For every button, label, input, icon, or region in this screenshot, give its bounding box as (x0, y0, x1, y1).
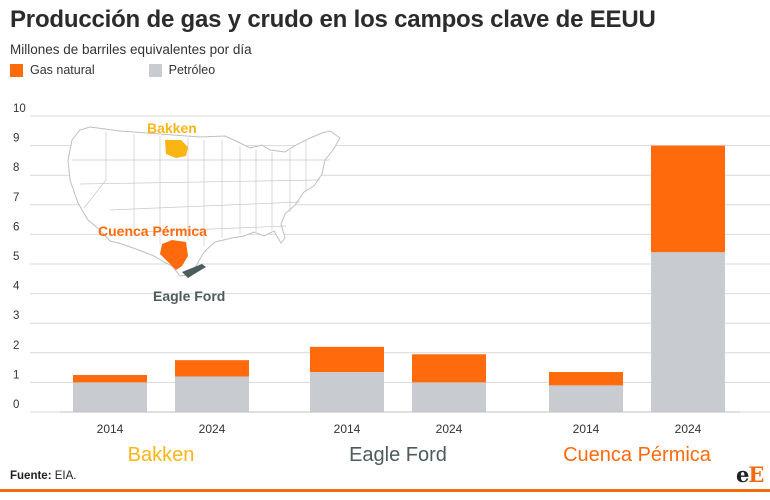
group-label-eagle-ford: Eagle Ford (349, 444, 447, 466)
legend-label-oil: Petróleo (168, 63, 216, 77)
legend-item-gas: Gas natural (10, 63, 95, 77)
chart-title: Producción de gas y crudo en los campos … (10, 6, 656, 33)
x-tick-label: 2024 (675, 422, 702, 436)
source-note: Fuente: EIA. (10, 470, 76, 482)
map-label-permian: Cuenca Pérmica (98, 223, 207, 239)
bar-oil (412, 382, 486, 412)
group-label-bakken: Bakken (128, 444, 195, 466)
y-tick-label: 8 (13, 162, 19, 174)
y-tick-label: 3 (13, 310, 19, 322)
state-borders (72, 132, 330, 246)
bar-gas (73, 375, 147, 383)
map-label-eagle-ford: Eagle Ford (153, 288, 225, 304)
legend: Gas natural Petróleo (10, 63, 269, 77)
chart-subtitle: Millones de barriles equivalentes por dí… (10, 42, 252, 57)
bar-oil (310, 372, 384, 412)
x-tick-label: 2024 (436, 422, 463, 436)
y-tick-label: 5 (13, 251, 19, 263)
brand-logo: eE (736, 462, 764, 487)
y-tick-label: 2 (13, 340, 19, 352)
group-label-permian: Cuenca Pérmica (563, 444, 712, 466)
bar-gas (651, 145, 725, 253)
source-text: EIA. (51, 470, 77, 482)
y-tick-label: 9 (13, 133, 19, 145)
bottom-rule (0, 489, 770, 492)
legend-swatch-oil (148, 63, 162, 77)
logo-letter-a: e (736, 462, 749, 487)
map-label-bakken: Bakken (147, 120, 197, 136)
legend-item-oil: Petróleo (148, 63, 216, 77)
y-tick-label: 1 (13, 369, 19, 381)
source-label: Fuente: (10, 470, 52, 482)
bar-oil (175, 376, 249, 412)
bar-oil (651, 252, 725, 412)
bar-gas (549, 372, 623, 386)
permian-region (160, 240, 188, 270)
logo-letter-b: E (748, 462, 764, 487)
bar-oil (73, 382, 147, 412)
bar-gas (175, 360, 249, 377)
legend-swatch-gas (10, 63, 23, 77)
x-tick-label: 2014 (334, 422, 361, 436)
bar-gas (412, 354, 486, 383)
x-tick-label: 2014 (573, 422, 600, 436)
y-tick-label: 4 (13, 281, 20, 293)
x-tick-label: 2014 (97, 422, 124, 436)
bakken-region (165, 140, 188, 158)
y-tick-label: 0 (13, 399, 19, 411)
y-tick-label: 10 (13, 103, 26, 115)
us-map: Bakken Cuenca Pérmica Eagle Ford (67, 120, 341, 304)
bar-gas (310, 346, 384, 373)
y-tick-label: 7 (13, 192, 19, 204)
legend-label-gas: Gas natural (30, 63, 95, 77)
x-tick-label: 2024 (199, 422, 226, 436)
bar-oil (549, 385, 623, 412)
y-tick-label: 6 (13, 221, 19, 233)
eagle-ford-region (182, 264, 206, 278)
